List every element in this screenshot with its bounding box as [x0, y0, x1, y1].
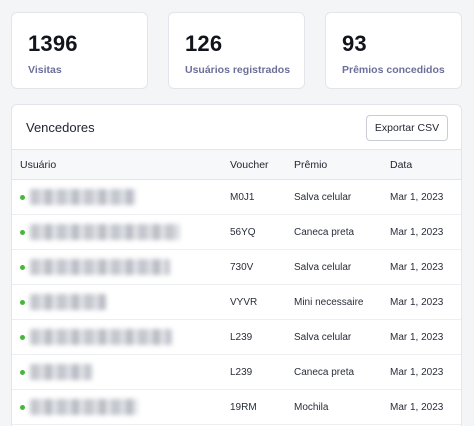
export-csv-button[interactable]: Exportar CSV — [366, 115, 448, 141]
winners-panel: Vencedores Exportar CSV Usuário Voucher … — [11, 104, 462, 426]
date-cell: Mar 1, 2023 — [390, 227, 444, 238]
winners-table-body: M0J1 Salva celular Mar 1, 2023 56YQ Cane… — [12, 180, 461, 425]
stat-value: 126 — [185, 31, 223, 56]
table-row[interactable]: L239 Salva celular Mar 1, 2023 — [12, 320, 461, 355]
status-dot-icon — [20, 405, 25, 410]
redacted-user-name — [30, 259, 170, 275]
stat-value: 1396 — [28, 31, 78, 56]
date-cell: Mar 1, 2023 — [390, 367, 444, 378]
table-row[interactable]: 19RM Mochila Mar 1, 2023 — [12, 390, 461, 425]
voucher-cell: L239 — [230, 367, 253, 378]
status-dot-icon — [20, 230, 25, 235]
column-header-prize[interactable]: Prêmio — [294, 159, 328, 171]
status-dot-icon — [20, 265, 25, 270]
prize-cell: Salva celular — [294, 262, 352, 273]
date-cell: Mar 1, 2023 — [390, 192, 444, 203]
prize-cell: Caneca preta — [294, 227, 355, 238]
prize-cell: Salva celular — [294, 192, 352, 203]
voucher-cell: 19RM — [230, 402, 257, 413]
redacted-user-name — [30, 189, 136, 205]
winners-header: Vencedores Exportar CSV — [12, 105, 461, 150]
table-row[interactable]: L239 Caneca preta Mar 1, 2023 — [12, 355, 461, 390]
date-cell: Mar 1, 2023 — [390, 262, 444, 273]
table-row[interactable]: M0J1 Salva celular Mar 1, 2023 — [12, 180, 461, 215]
stat-label: Visitas — [28, 64, 62, 76]
redacted-user-name — [30, 224, 180, 240]
status-dot-icon — [20, 335, 25, 340]
redacted-user-name — [30, 399, 138, 415]
table-row[interactable]: VYVR Mini necessaire Mar 1, 2023 — [12, 285, 461, 320]
redacted-user-name — [30, 364, 92, 380]
table-row[interactable]: 730V Salva celular Mar 1, 2023 — [12, 250, 461, 285]
prize-cell: Salva celular — [294, 332, 352, 343]
date-cell: Mar 1, 2023 — [390, 402, 444, 413]
voucher-cell: VYVR — [230, 297, 258, 308]
redacted-user-name — [30, 329, 172, 345]
stat-card-prizes-awarded: 93 Prêmios concedidos — [325, 12, 462, 89]
column-header-user[interactable]: Usuário — [20, 159, 57, 171]
status-dot-icon — [20, 300, 25, 305]
column-header-date[interactable]: Data — [390, 159, 413, 171]
winners-title: Vencedores — [26, 120, 95, 135]
status-dot-icon — [20, 370, 25, 375]
voucher-cell: 730V — [230, 262, 254, 273]
column-header-voucher[interactable]: Voucher — [230, 159, 269, 171]
prize-cell: Mini necessaire — [294, 297, 364, 308]
stat-label: Usuários registrados — [185, 64, 291, 76]
table-row[interactable]: 56YQ Caneca preta Mar 1, 2023 — [12, 215, 461, 250]
stat-card-visits: 1396 Visitas — [11, 12, 148, 89]
date-cell: Mar 1, 2023 — [390, 297, 444, 308]
voucher-cell: M0J1 — [230, 192, 255, 203]
stat-card-registered-users: 126 Usuários registrados — [168, 12, 305, 89]
stat-value: 93 — [342, 31, 367, 56]
redacted-user-name — [30, 294, 106, 310]
date-cell: Mar 1, 2023 — [390, 332, 444, 343]
stat-label: Prêmios concedidos — [342, 64, 445, 76]
voucher-cell: 56YQ — [230, 227, 256, 238]
table-header: Usuário Voucher Prêmio Data — [12, 150, 461, 180]
status-dot-icon — [20, 195, 25, 200]
prize-cell: Mochila — [294, 402, 329, 413]
voucher-cell: L239 — [230, 332, 253, 343]
prize-cell: Caneca preta — [294, 367, 355, 378]
